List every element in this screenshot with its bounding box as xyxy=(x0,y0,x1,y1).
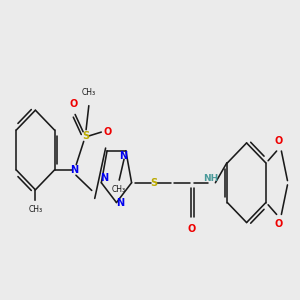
Text: O: O xyxy=(69,99,77,109)
Text: O: O xyxy=(187,224,195,234)
Text: CH₃: CH₃ xyxy=(82,88,96,98)
Text: CH₃: CH₃ xyxy=(28,205,43,214)
Text: S: S xyxy=(150,178,157,188)
Text: NH: NH xyxy=(204,174,219,183)
Text: N: N xyxy=(116,197,124,208)
Text: N: N xyxy=(70,165,79,175)
Text: CH₃: CH₃ xyxy=(112,185,126,194)
Text: O: O xyxy=(275,136,283,146)
Text: N: N xyxy=(119,151,127,161)
Text: S: S xyxy=(82,131,89,141)
Text: N: N xyxy=(100,173,108,184)
Text: O: O xyxy=(103,127,111,137)
Text: O: O xyxy=(275,219,283,229)
